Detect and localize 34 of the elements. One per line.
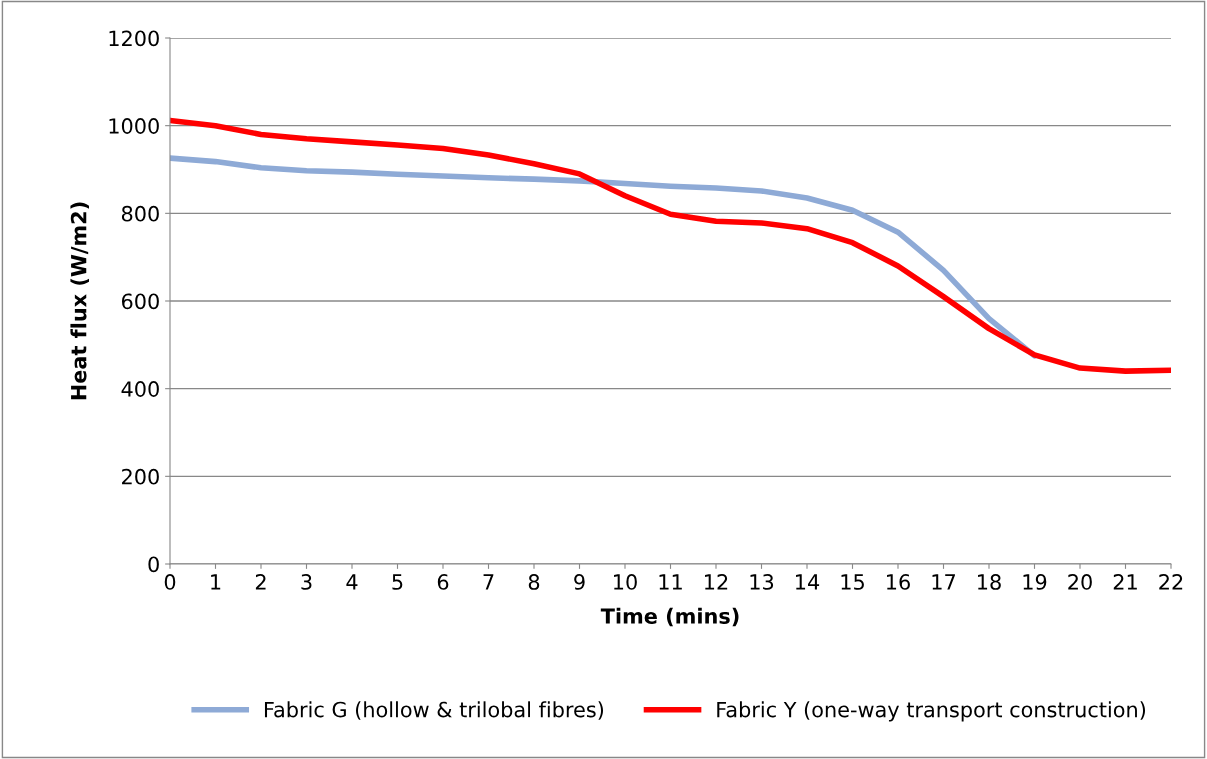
y-tick-label: 1200 xyxy=(109,30,159,47)
x-tick-label: 19 xyxy=(1023,574,1047,590)
y-tick-label: 200 xyxy=(122,468,159,485)
x-tick-label: 12 xyxy=(705,574,728,590)
y-tick-label: 800 xyxy=(121,205,159,222)
x-tick-label: 10 xyxy=(614,574,637,590)
x-tick-label: 8 xyxy=(528,574,540,590)
y-tick-label: 1000 xyxy=(109,118,159,134)
x-tick-label: 14 xyxy=(796,574,820,590)
y-axis-title: Heat flux (W/m2) xyxy=(70,202,89,400)
legend-label: Fabric Y (one-way transport construction) xyxy=(717,701,1146,722)
legend-label: Fabric G (hollow & trilobal fibres) xyxy=(264,701,604,720)
x-tick-label: 1 xyxy=(211,574,221,590)
x-tick-label: 20 xyxy=(1068,574,1092,590)
y-tick-label: 400 xyxy=(121,381,159,397)
x-tick-label: 17 xyxy=(932,574,955,590)
y-tick-label: 600 xyxy=(121,293,159,310)
x-tick-label: 3 xyxy=(301,574,312,590)
x-tick-label: 6 xyxy=(437,574,449,590)
x-tick-label: 7 xyxy=(483,574,494,590)
x-tick-label: 11 xyxy=(659,574,682,590)
x-tick-label: 13 xyxy=(750,574,774,590)
x-tick-label: 4 xyxy=(346,574,358,590)
x-tick-label: 22 xyxy=(1159,574,1183,590)
y-tick-label: 0 xyxy=(148,556,159,573)
x-tick-label: 5 xyxy=(392,574,403,590)
x-tick-label: 2 xyxy=(255,574,266,590)
x-tick-label: 15 xyxy=(841,574,864,590)
x-tick-label: 21 xyxy=(1113,574,1137,590)
x-axis-title: Time (mins) xyxy=(600,607,739,627)
x-tick-label: 0 xyxy=(164,574,176,590)
x-tick-label: 18 xyxy=(978,574,1001,590)
x-tick-label: 16 xyxy=(887,574,910,590)
x-tick-label: 9 xyxy=(574,574,585,590)
